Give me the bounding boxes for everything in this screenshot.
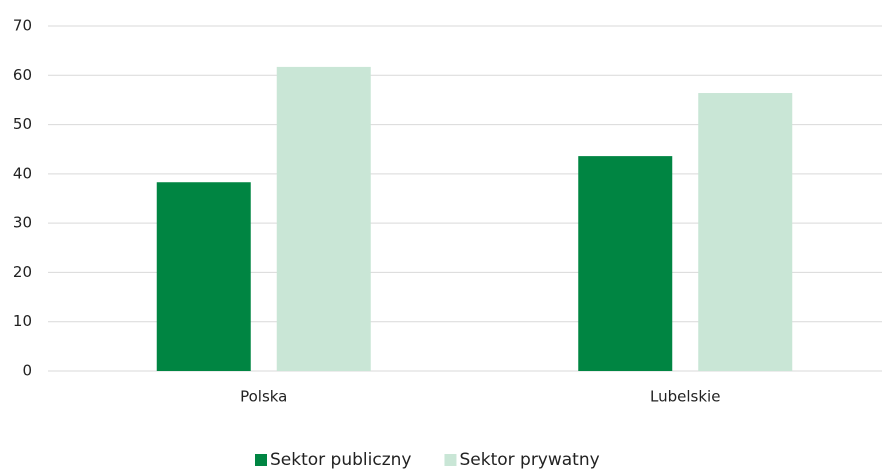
bar [156, 182, 251, 371]
x-tick-label: Polska [240, 388, 287, 406]
y-tick-label: 50 [13, 115, 32, 133]
y-tick-label: 30 [13, 214, 32, 232]
bar [698, 93, 793, 372]
legend-swatch [444, 454, 457, 466]
bar [276, 66, 371, 372]
x-tick-label: Lubelskie [650, 388, 720, 406]
y-tick-label: 10 [13, 312, 32, 330]
y-tick-label: 0 [22, 362, 32, 380]
y-tick-label: 70 [13, 17, 32, 35]
legend-label: Sektor prywatny [459, 450, 599, 470]
bar [578, 156, 673, 371]
y-tick-label: 60 [13, 66, 32, 84]
y-tick-label: 20 [13, 263, 32, 281]
legend-swatch [255, 454, 267, 466]
legend-label: Sektor publiczny [270, 450, 411, 470]
y-tick-label: 40 [13, 164, 32, 182]
